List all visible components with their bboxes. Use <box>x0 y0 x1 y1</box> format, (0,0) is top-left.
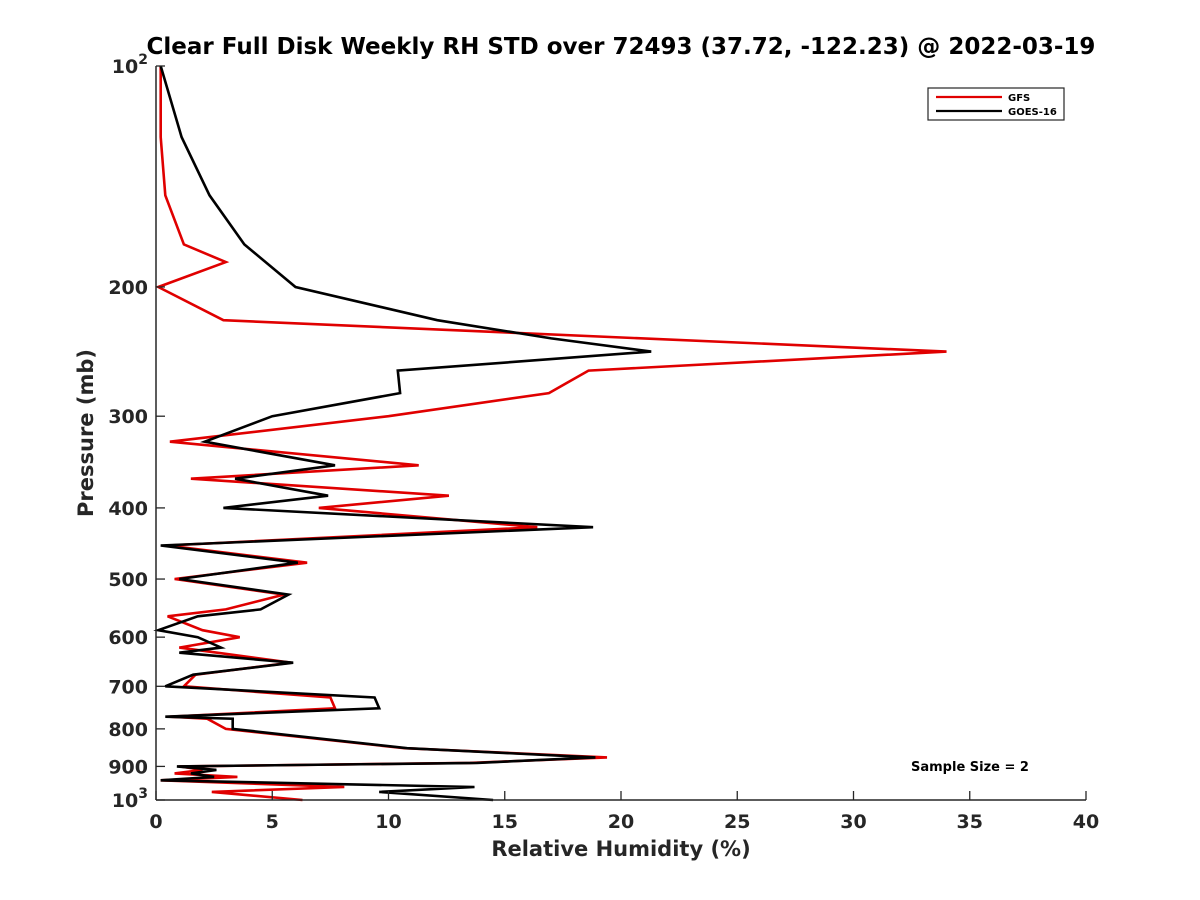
series-layer <box>153 65 947 802</box>
y-tick-label: 500 <box>108 569 148 591</box>
x-tick-label: 0 <box>149 811 162 833</box>
y-tick-label: 102 <box>112 52 148 78</box>
x-tick-label: 25 <box>724 811 750 833</box>
x-tick-label: 40 <box>1073 811 1099 833</box>
legend-label-gfs: GFS <box>1008 93 1030 104</box>
x-tick-label: 15 <box>492 811 518 833</box>
y-tick-label: 600 <box>108 627 148 649</box>
x-tick-label: 10 <box>375 811 401 833</box>
x-tick-label: 30 <box>840 811 866 833</box>
legend: GFS GOES-16 <box>927 87 1065 121</box>
sample-size-annotation: Sample Size = 2 <box>911 760 1029 775</box>
y-tick-label: 200 <box>108 277 148 299</box>
y-tick-label: 300 <box>108 406 148 428</box>
y-tick-label: 800 <box>108 719 148 741</box>
y-tick-label: 400 <box>108 498 148 520</box>
x-ticks: 0 5 10 15 20 25 30 35 40 <box>149 791 1099 833</box>
x-tick-label: 5 <box>266 811 279 833</box>
y-ticks: 102 200 300 400 500 600 700 800 900 103 <box>108 52 165 812</box>
y-axis-label: Pressure (mb) <box>74 349 98 517</box>
legend-label-goes16: GOES-16 <box>1008 107 1057 118</box>
x-tick-label: 35 <box>957 811 983 833</box>
chart-title: Clear Full Disk Weekly RH STD over 72493… <box>147 34 1096 60</box>
y-tick-label: 103 <box>112 786 148 812</box>
x-axis-label: Relative Humidity (%) <box>491 837 750 861</box>
legend-box <box>927 87 1065 121</box>
y-tick-label: 900 <box>108 756 148 778</box>
x-tick-label: 20 <box>608 811 634 833</box>
series-line-goes16 <box>153 65 652 802</box>
y-tick-label: 700 <box>108 676 148 698</box>
